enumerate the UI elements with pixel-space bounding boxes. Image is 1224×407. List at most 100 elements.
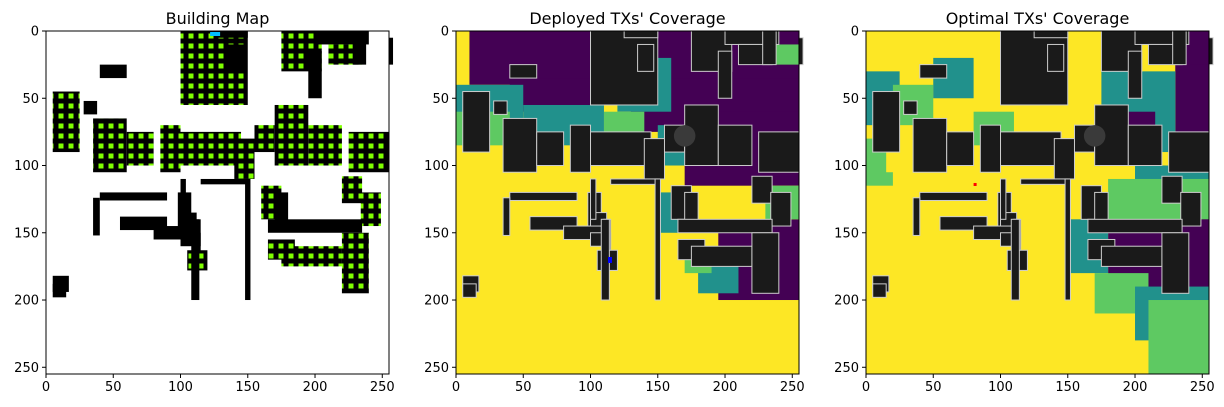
building bbox=[762, 30, 777, 66]
building bbox=[254, 125, 275, 153]
building bbox=[227, 44, 244, 72]
building bbox=[1172, 30, 1187, 66]
x-tick-label: 250 bbox=[1190, 380, 1215, 395]
y-axis: 0 50 100 150 200 250 bbox=[424, 25, 456, 376]
building bbox=[1000, 178, 1007, 220]
map-image bbox=[46, 31, 394, 374]
building bbox=[770, 191, 792, 227]
x-axis: 0 50 100 150 200 250 bbox=[862, 374, 1215, 395]
building bbox=[348, 131, 389, 173]
building bbox=[979, 124, 1002, 173]
building bbox=[590, 178, 597, 220]
y-tick-label: 200 bbox=[834, 294, 859, 309]
building bbox=[308, 125, 342, 166]
building bbox=[1161, 175, 1183, 204]
building bbox=[637, 43, 655, 72]
x-tick-label: 200 bbox=[1123, 380, 1148, 395]
building bbox=[341, 176, 363, 204]
panel-optimal-coverage: Optimal TXs' Coverage 0 50 100 150 200 250 0 5… bbox=[834, 9, 1215, 395]
y-tick-label: 100 bbox=[14, 159, 39, 174]
building bbox=[99, 64, 127, 79]
tx-marker bbox=[973, 182, 977, 186]
building bbox=[717, 124, 753, 167]
building bbox=[751, 232, 780, 294]
y-tick-label: 100 bbox=[834, 159, 859, 174]
x-tick-label: 100 bbox=[168, 380, 193, 395]
y-tick-label: 150 bbox=[14, 226, 39, 241]
panel-title: Optimal TXs' Coverage bbox=[946, 9, 1130, 28]
selected-site bbox=[210, 32, 221, 36]
building bbox=[623, 30, 659, 39]
building bbox=[352, 31, 367, 65]
y-tick-label: 100 bbox=[424, 159, 449, 174]
x-tick-label: 250 bbox=[780, 380, 805, 395]
building bbox=[93, 197, 100, 236]
building bbox=[690, 245, 753, 267]
building bbox=[1208, 37, 1214, 66]
building bbox=[99, 192, 168, 201]
building bbox=[281, 246, 342, 267]
x-tick-label: 200 bbox=[713, 380, 738, 395]
building bbox=[274, 192, 289, 227]
building bbox=[126, 131, 154, 166]
axes-frame bbox=[865, 30, 1210, 375]
x-tick-label: 100 bbox=[988, 380, 1013, 395]
building bbox=[180, 131, 242, 166]
building bbox=[1180, 191, 1202, 227]
coverage-zone bbox=[866, 172, 893, 186]
building bbox=[267, 219, 363, 233]
building bbox=[536, 131, 565, 167]
x-tick-label: 50 bbox=[515, 380, 532, 395]
x-tick-label: 150 bbox=[645, 380, 670, 395]
building bbox=[180, 178, 186, 220]
coverage-image bbox=[866, 30, 1214, 374]
building bbox=[245, 178, 251, 301]
y-tick-label: 50 bbox=[22, 92, 39, 107]
y-tick-label: 50 bbox=[842, 92, 859, 107]
building bbox=[502, 197, 511, 236]
building bbox=[360, 192, 381, 227]
building bbox=[462, 283, 477, 298]
y-tick-label: 0 bbox=[441, 25, 449, 40]
x-tick-label: 150 bbox=[235, 380, 260, 395]
panel-building-map: Building Map 0 50 100 150 200 250 0 50 100 150 20… bbox=[14, 9, 395, 395]
y-tick-label: 0 bbox=[851, 25, 859, 40]
building bbox=[200, 178, 248, 185]
axes-frame bbox=[45, 30, 390, 375]
panel-title: Building Map bbox=[166, 9, 270, 28]
x-tick-label: 250 bbox=[370, 380, 395, 395]
building bbox=[214, 31, 248, 38]
building bbox=[919, 191, 988, 201]
building bbox=[1047, 43, 1065, 72]
y-tick-label: 50 bbox=[432, 92, 449, 107]
coverage-image bbox=[456, 30, 804, 374]
x-tick-label: 0 bbox=[42, 380, 50, 395]
y-tick-label: 200 bbox=[424, 294, 449, 309]
building bbox=[903, 100, 918, 115]
building bbox=[751, 175, 773, 204]
building bbox=[52, 91, 80, 153]
y-tick-label: 200 bbox=[14, 294, 39, 309]
building bbox=[1020, 178, 1069, 185]
building bbox=[389, 37, 394, 65]
building bbox=[590, 131, 652, 167]
building bbox=[234, 138, 255, 179]
building bbox=[160, 125, 181, 173]
x-tick-label: 200 bbox=[303, 380, 328, 395]
building bbox=[758, 131, 800, 173]
building bbox=[493, 100, 508, 115]
building bbox=[1033, 30, 1069, 39]
building bbox=[1168, 131, 1210, 173]
building bbox=[1083, 125, 1106, 147]
y-tick-label: 150 bbox=[834, 226, 859, 241]
building bbox=[1053, 138, 1075, 180]
building bbox=[1161, 232, 1190, 294]
building bbox=[1000, 131, 1062, 167]
y-tick-label: 250 bbox=[834, 361, 859, 376]
building bbox=[52, 283, 67, 298]
coverage-zone bbox=[1148, 300, 1209, 374]
x-tick-label: 0 bbox=[452, 380, 460, 395]
y-tick-label: 0 bbox=[31, 25, 39, 40]
building bbox=[1087, 218, 1183, 234]
building bbox=[274, 104, 309, 166]
